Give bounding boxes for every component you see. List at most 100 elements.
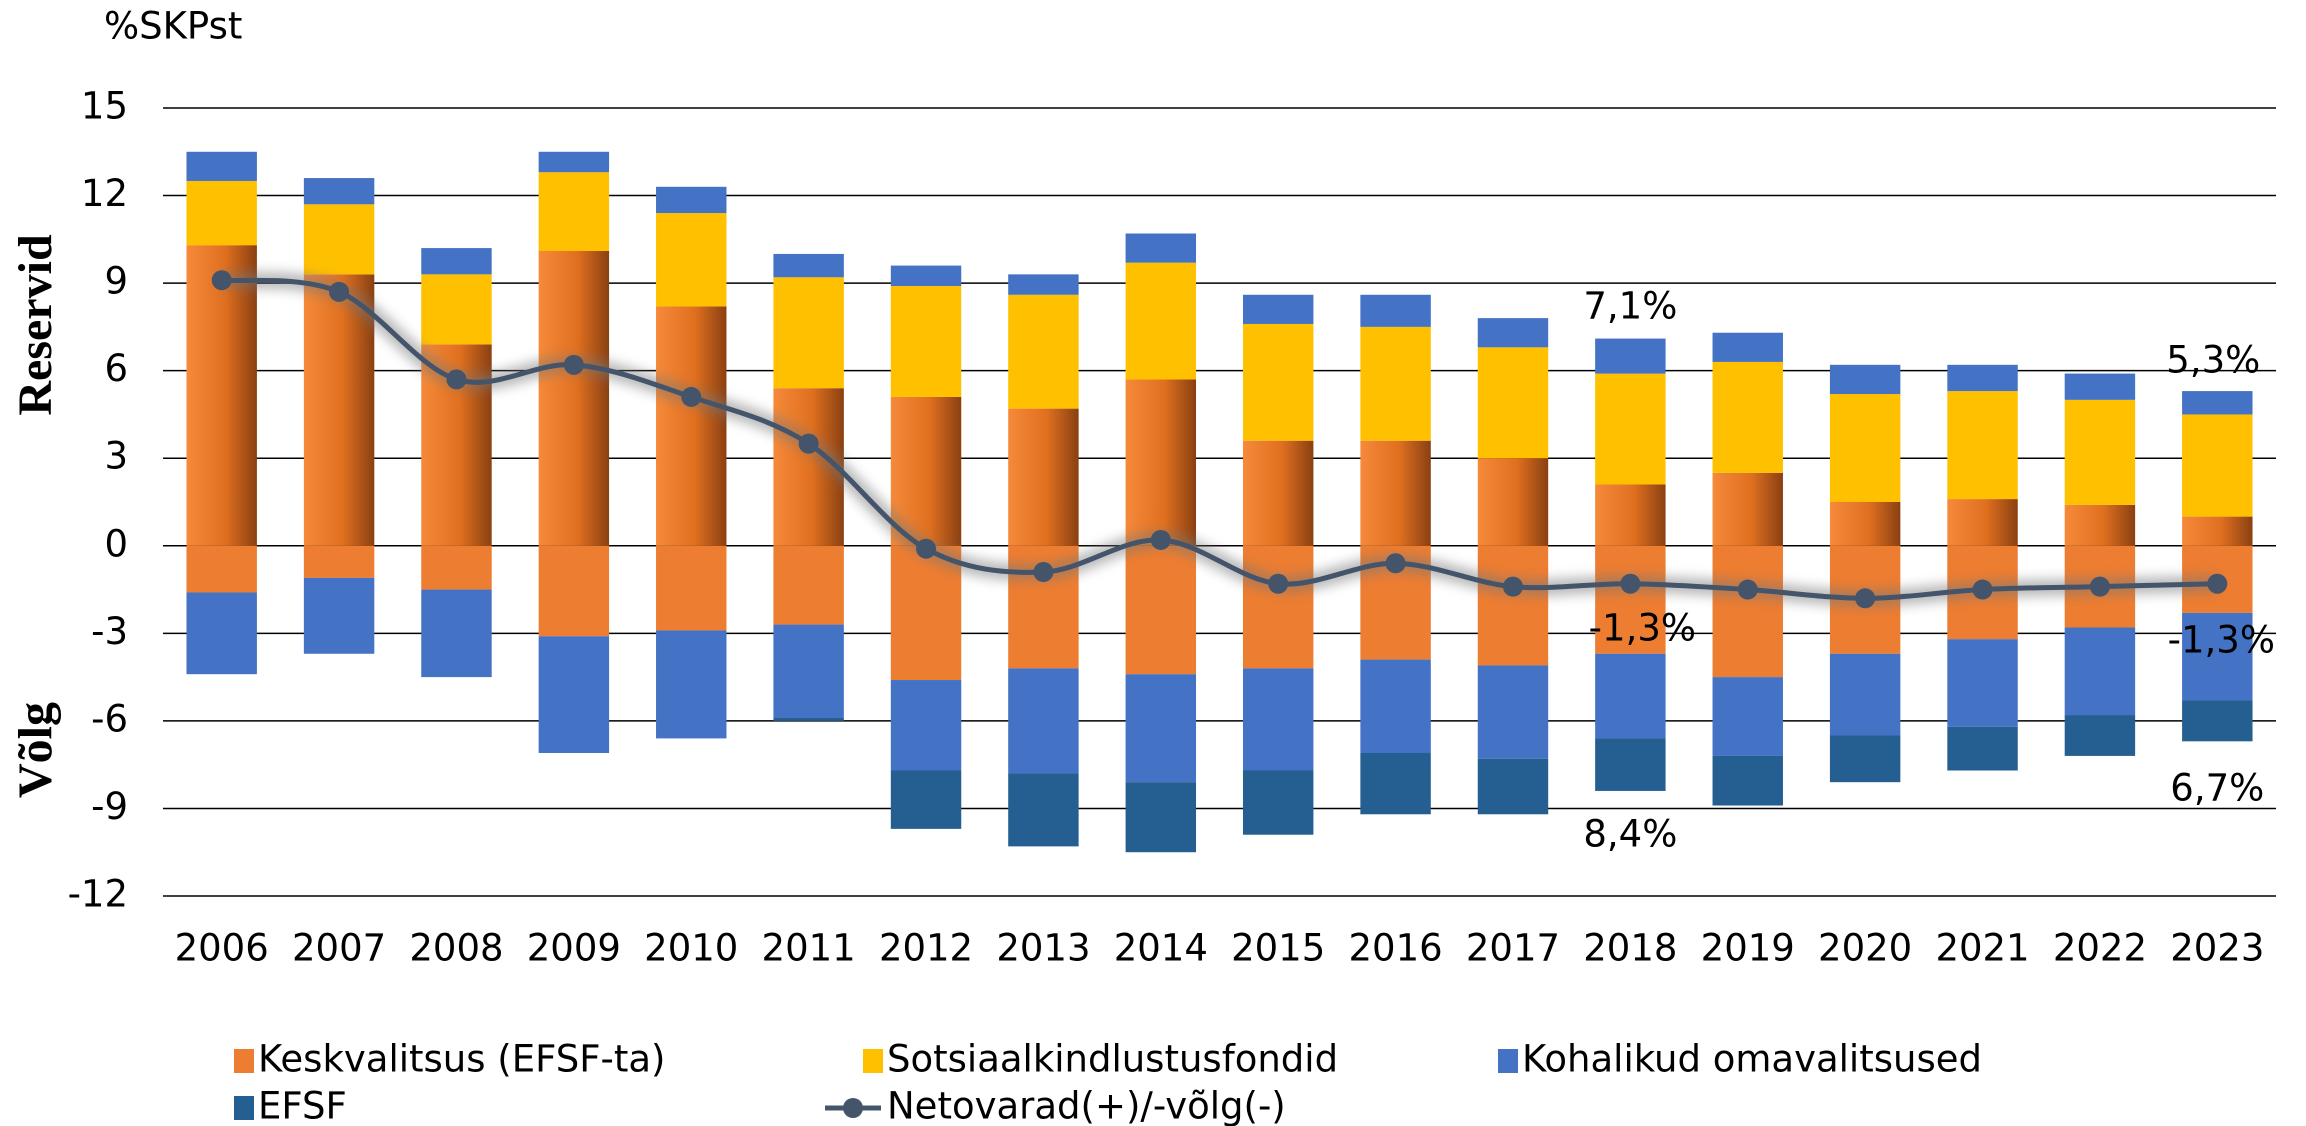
debt-label: Võlg	[9, 702, 62, 798]
bar-segment	[1829, 502, 1901, 546]
legend-label: Keskvalitsus (EFSF-ta)	[258, 1038, 665, 1081]
legend-label: Kohalikud omavalitsused	[1522, 1038, 1982, 1081]
x-tick-label: 2016	[1348, 927, 1442, 970]
x-tick-label: 2017	[1466, 927, 1560, 970]
line-marker	[1502, 576, 1523, 597]
bar-segment	[538, 172, 610, 252]
x-tick-label: 2020	[1818, 927, 1912, 970]
bar-segment	[1125, 545, 1197, 675]
y-tick-label: -12	[68, 873, 128, 916]
bar-segment	[186, 245, 257, 546]
x-tick-label: 2019	[1701, 927, 1795, 970]
bar-segment	[656, 213, 727, 307]
bar-segment	[890, 265, 962, 287]
bar-segment	[656, 306, 727, 546]
annotation: 5,3%	[2166, 339, 2260, 382]
bar-segment	[2182, 414, 2253, 517]
line-shadow	[220, 272, 2218, 607]
line-marker	[2207, 573, 2228, 594]
bar-segment	[1829, 394, 1901, 502]
bar-segment	[2182, 391, 2253, 415]
bar-segment	[1477, 665, 1549, 759]
bar-segment	[1595, 653, 1666, 739]
bar-segment	[1477, 347, 1549, 459]
bar-segment	[1947, 499, 2018, 546]
y-tick-label: -6	[91, 697, 128, 740]
bar-segment	[890, 286, 962, 397]
bar-segment	[1477, 318, 1549, 348]
bar-segment	[421, 545, 492, 590]
line	[221, 277, 2218, 601]
bar-segment	[1008, 773, 1079, 847]
bar-segment	[890, 680, 962, 771]
bar-segment	[1008, 274, 1079, 295]
x-tick-label: 2011	[762, 927, 856, 970]
bar-segment	[1829, 653, 1901, 736]
y-tick-label: 9	[104, 260, 128, 303]
legend-label: EFSF	[258, 1085, 347, 1126]
bar-segment	[1242, 770, 1314, 835]
x-tick-label: 2008	[409, 927, 503, 970]
y-tick-label: 3	[104, 435, 128, 478]
y-tick-label: -9	[91, 785, 128, 828]
bar-segment	[1242, 545, 1314, 669]
bar-segment	[538, 151, 610, 173]
x-tick-label: 2009	[527, 927, 621, 970]
bar-segment	[1360, 326, 1431, 441]
line-marker	[563, 354, 584, 375]
x-tick-label: 2014	[1114, 927, 1208, 970]
annotation: -1,3%	[1589, 607, 1696, 650]
line-marker	[1385, 553, 1406, 574]
bar-segment	[1125, 379, 1197, 546]
bar-segment	[890, 396, 962, 546]
x-tick-label: 2022	[2053, 927, 2147, 970]
bar-segment	[1595, 545, 1666, 654]
line-marker	[1855, 588, 1876, 609]
bar-segment	[1947, 364, 2018, 392]
bar-segment	[1947, 391, 2018, 500]
annotation: 6,7%	[2170, 767, 2264, 810]
bar-segment	[1360, 294, 1431, 327]
line-marker	[1268, 573, 1289, 594]
line-marker	[1737, 579, 1758, 600]
bar-segment	[186, 180, 257, 246]
x-tick-label: 2023	[2170, 927, 2264, 970]
legend-swatch	[843, 1098, 863, 1118]
bar-segment	[186, 545, 257, 593]
bar-segment	[1360, 659, 1431, 753]
legend-swatch	[234, 1049, 254, 1073]
x-tick-label: 2006	[175, 927, 269, 970]
bar-segment	[656, 186, 727, 214]
bar-segment	[421, 589, 492, 678]
line-marker	[211, 270, 232, 291]
bar-segment	[2182, 516, 2253, 546]
bar-segment	[1595, 338, 1666, 374]
bar-segment	[1125, 262, 1197, 380]
bar-segment	[890, 545, 962, 681]
bar-segment	[303, 274, 375, 546]
bar-segment	[186, 151, 257, 181]
bar-segment	[421, 248, 492, 275]
bar-segment	[538, 251, 610, 546]
bar-segment	[773, 545, 844, 625]
legend-swatch	[863, 1049, 883, 1073]
legend-label: Sotsiaalkindlustusfondid	[887, 1038, 1338, 1081]
line-marker	[1620, 573, 1641, 594]
line-marker	[916, 538, 937, 559]
bar-segment	[421, 274, 492, 345]
line-marker	[681, 386, 702, 407]
legend-swatch	[234, 1096, 254, 1120]
line-marker	[2089, 576, 2110, 597]
bar-segment	[303, 178, 375, 205]
bar-segment	[538, 545, 610, 637]
x-tick-label: 2015	[1231, 927, 1325, 970]
bar-segment	[656, 630, 727, 739]
bar-segment	[303, 204, 375, 275]
bar-segment	[773, 253, 844, 278]
bar-segment	[1477, 758, 1549, 815]
y-unit: %SKPst	[104, 5, 242, 48]
bar-segment	[1712, 361, 1783, 473]
y-tick-label: 15	[81, 85, 128, 128]
